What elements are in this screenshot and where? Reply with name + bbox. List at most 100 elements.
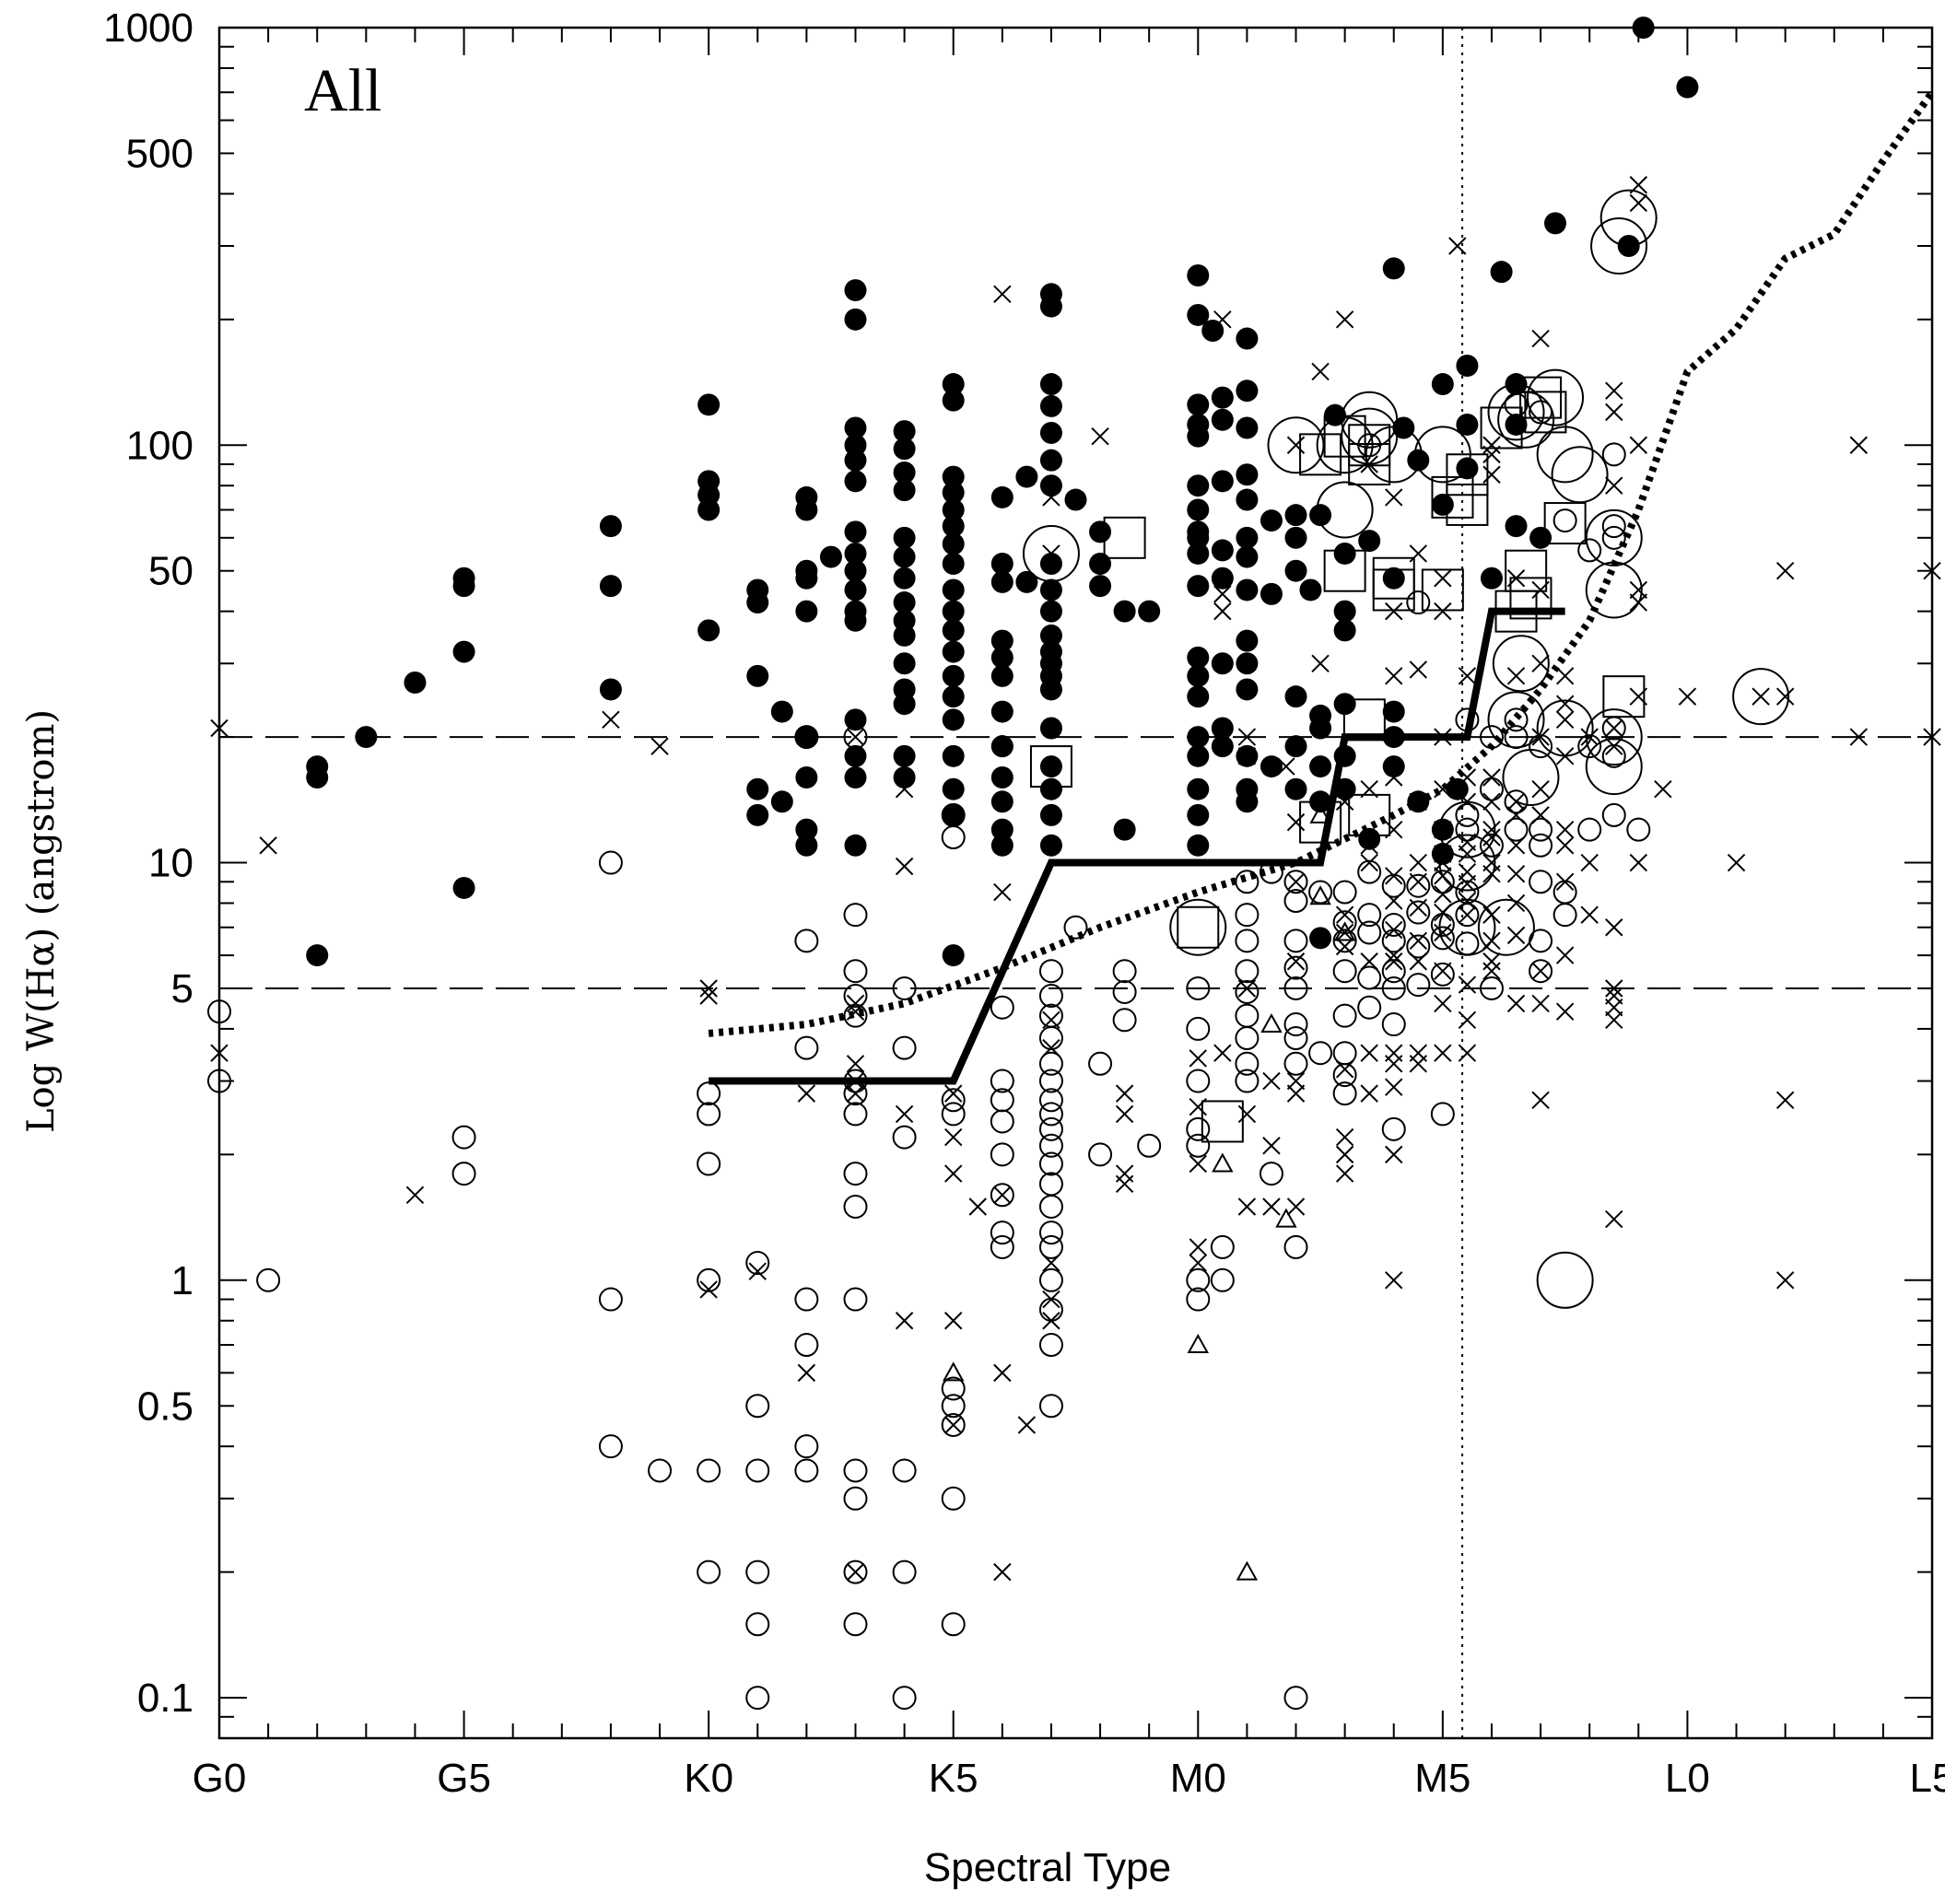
cross-point (1605, 403, 1623, 422)
cross-point (1629, 853, 1648, 872)
open-circle-point (745, 1686, 770, 1711)
large-circle-point (1527, 368, 1585, 426)
open-circle-point (1235, 1069, 1260, 1093)
cross-point (1458, 667, 1477, 685)
cross-point (968, 1197, 987, 1216)
filled-circle-point (697, 498, 721, 521)
open-square-point (1323, 549, 1366, 592)
filled-circle-point (1284, 735, 1307, 758)
cross-point (993, 285, 1012, 304)
large-circle-point (1599, 189, 1658, 247)
cross-point (405, 1186, 425, 1204)
cross-point (846, 1002, 865, 1021)
cross-point (1654, 780, 1672, 799)
cross-point (1775, 1271, 1795, 1290)
open-circle-point (1552, 508, 1577, 533)
cross-point (1605, 1010, 1623, 1030)
filled-circle-point (990, 629, 1014, 652)
cross-point (1042, 488, 1060, 507)
cross-point (1849, 436, 1869, 454)
open-circle-point (1601, 525, 1626, 550)
large-circle-point (1487, 383, 1545, 441)
open-square-point (1431, 475, 1474, 519)
filled-circle-point (1236, 327, 1259, 350)
open-circle-point (794, 725, 819, 750)
open-circle-point (745, 1612, 770, 1637)
filled-circle-point (844, 834, 867, 857)
cross-point (1506, 569, 1526, 588)
open-circle-point (1455, 802, 1480, 827)
open-circle-point (1406, 934, 1431, 959)
cross-point (993, 1363, 1012, 1383)
cross-point (797, 1084, 816, 1103)
threshold-line-dotted (708, 89, 1936, 1037)
filled-circle-point (770, 700, 793, 723)
cross-point (1605, 381, 1623, 400)
cross-point (1237, 747, 1257, 765)
open-circle-point (1038, 1333, 1063, 1358)
filled-circle-point (942, 373, 965, 396)
open-circle-point (1038, 984, 1063, 1009)
open-circle-point (1529, 833, 1553, 858)
cross-point (1605, 918, 1623, 937)
cross-point (1042, 544, 1060, 563)
cross-point (846, 1084, 865, 1103)
cross-point (259, 836, 277, 855)
open-circle-point (941, 1486, 966, 1511)
cross-point (1360, 1044, 1378, 1062)
y-tick-label: 0.1 (137, 1676, 193, 1721)
filled-circle-point (306, 944, 329, 967)
open-circle-point (451, 1125, 476, 1150)
filled-circle-point (795, 600, 818, 623)
cross-point (1189, 1098, 1207, 1116)
open-circle-point (1283, 870, 1308, 894)
filled-circle-point (1236, 578, 1259, 602)
filled-circle-point (1544, 212, 1567, 235)
filled-circle-point (1236, 380, 1259, 403)
filled-circle-point (1039, 295, 1062, 318)
open-square-point (1446, 483, 1489, 526)
cross-point (1115, 1104, 1134, 1124)
open-triangle-point (1260, 1012, 1283, 1034)
cross-point (1531, 580, 1550, 600)
cross-point (1409, 952, 1428, 971)
filled-circle-point (1480, 567, 1503, 590)
cross-point (1409, 931, 1428, 951)
filled-circle-point (1211, 717, 1234, 740)
open-circle-point (1381, 959, 1406, 984)
filled-circle-point (746, 591, 769, 614)
open-circle-point (1577, 817, 1602, 842)
open-circle-point (745, 1559, 770, 1584)
filled-circle-point (1039, 777, 1062, 800)
filled-circle-point (942, 552, 965, 575)
filled-circle-point (1333, 542, 1356, 565)
open-circle-point (1357, 859, 1382, 884)
open-square-point (1543, 502, 1587, 545)
filled-circle-point (746, 777, 769, 800)
open-circle-point (843, 1102, 868, 1127)
filled-circle-point (1382, 755, 1405, 778)
open-circle-point (1406, 873, 1431, 898)
open-circle-point (1455, 817, 1480, 842)
filled-circle-point (1039, 474, 1062, 497)
filled-circle-point (795, 818, 818, 841)
cross-point (1482, 931, 1501, 951)
filled-circle-point (1284, 559, 1307, 582)
cross-point (1458, 792, 1477, 812)
large-circle-point (1022, 524, 1080, 582)
open-circle-point (1283, 955, 1308, 980)
cross-point (699, 987, 718, 1005)
open-square-point (1201, 1100, 1244, 1143)
filled-circle-point (1284, 685, 1307, 708)
open-circle-point (1235, 979, 1260, 1004)
large-circle-point (1585, 508, 1643, 567)
cross-point (1213, 602, 1232, 621)
cross-point (1042, 1290, 1060, 1309)
filled-circle-point (795, 766, 818, 789)
y-tick-label: 0.5 (137, 1384, 193, 1429)
cross-point (944, 1416, 963, 1434)
y-tick-label: 500 (126, 131, 193, 176)
large-circle-point (1487, 691, 1545, 749)
filled-circle-point (1236, 488, 1259, 511)
open-circle-point (843, 1069, 868, 1093)
